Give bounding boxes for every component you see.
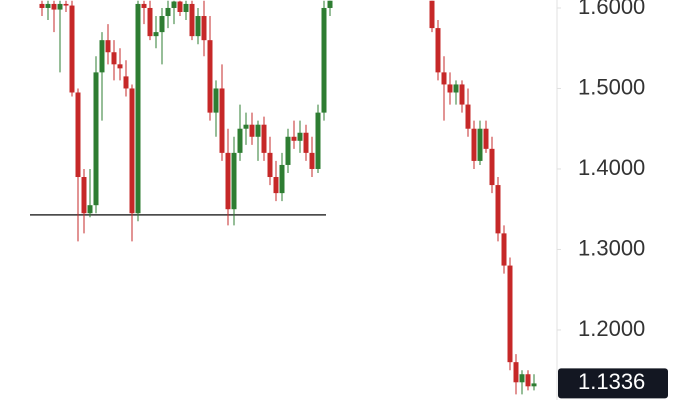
candle-body — [441, 72, 447, 85]
candle-body — [99, 40, 105, 73]
candle-body — [501, 233, 507, 266]
candle-body — [135, 3, 141, 214]
candle-body — [195, 16, 201, 37]
y-tick-label: 1.2000 — [578, 316, 645, 341]
candle-body — [279, 164, 285, 194]
candle-body — [291, 136, 297, 141]
candle-body — [435, 28, 441, 73]
candle-body — [45, 3, 51, 8]
candle-body — [201, 16, 207, 41]
candle-body — [495, 185, 501, 234]
candle-body — [471, 128, 477, 161]
candle-body — [225, 152, 231, 210]
y-tick-label: 1.4000 — [578, 155, 645, 180]
candle-body — [147, 7, 153, 37]
candle-body — [477, 128, 483, 161]
candle-body — [213, 88, 219, 113]
candle-body — [237, 128, 243, 153]
candle-body — [489, 148, 495, 186]
candle-body — [231, 152, 237, 210]
candle-body — [453, 84, 459, 93]
candle-body — [261, 124, 267, 153]
candle-body — [117, 64, 123, 69]
candle-body — [39, 3, 45, 8]
candle-body — [171, 1, 177, 8]
price-axis: 1.2000 1.3000 1.4000 1.5000 1.6000 1.1336 — [557, 0, 668, 399]
candle-body — [297, 132, 303, 141]
candle-body — [57, 3, 63, 10]
candle-body — [123, 76, 129, 89]
candle-body — [111, 52, 117, 65]
candle-body — [459, 84, 465, 105]
candle-body — [531, 383, 537, 387]
candle-body — [507, 265, 513, 363]
candle-body — [141, 3, 147, 8]
candle-body — [129, 88, 135, 214]
candle-body — [75, 92, 81, 178]
candle-body — [309, 152, 315, 169]
y-tick-label: 1.5000 — [578, 74, 645, 99]
candle-body — [81, 177, 87, 214]
y-tick-label: 1.3000 — [578, 235, 645, 260]
candle-body — [519, 374, 525, 383]
candle-body — [525, 374, 531, 387]
candle-body — [483, 128, 489, 149]
candle-body — [267, 152, 273, 178]
candle-body — [321, 7, 327, 113]
plot-area — [30, 0, 537, 395]
candle-body — [159, 16, 165, 33]
candle-body — [153, 32, 159, 37]
candle-body — [189, 3, 195, 37]
candle-body — [207, 40, 213, 113]
candle-body — [177, 1, 183, 12]
candle-body — [183, 3, 189, 12]
candle-body — [105, 40, 111, 53]
candle-body — [447, 84, 453, 93]
candle-body — [327, 0, 333, 8]
last-price-label: 1.1336 — [578, 369, 645, 394]
y-tick-label: 1.6000 — [578, 0, 645, 19]
candle-body — [513, 362, 519, 383]
candle-body — [273, 177, 279, 194]
candle-body — [165, 7, 171, 17]
last-price-box — [558, 368, 668, 399]
candle-body — [219, 88, 225, 153]
candle-body — [285, 136, 291, 165]
candle-body — [63, 3, 69, 6]
candle-body — [243, 124, 249, 129]
candle-body — [315, 112, 321, 169]
candle-body — [87, 205, 93, 214]
candle-body — [249, 124, 255, 137]
candle-body — [255, 124, 261, 137]
candle-body — [51, 3, 57, 10]
candle-body — [69, 5, 75, 93]
candle-body — [429, 0, 435, 29]
candle-body — [303, 132, 309, 153]
candle-body — [93, 72, 99, 206]
candle-body — [465, 104, 471, 129]
